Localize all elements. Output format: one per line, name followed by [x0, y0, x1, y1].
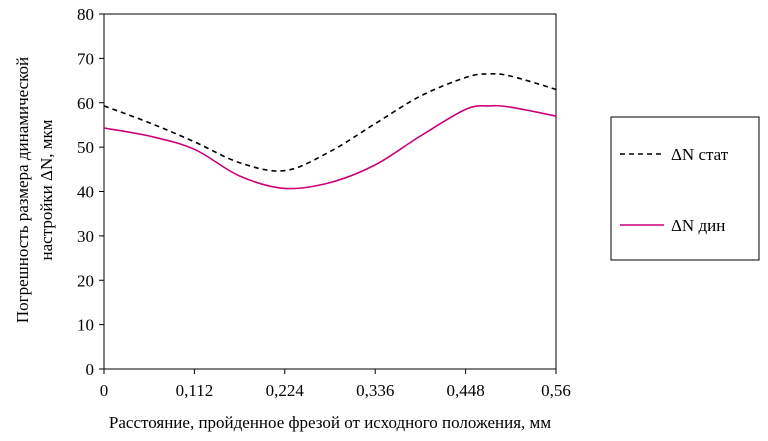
- y-axis-title-line-1: Погрешность размера динамической: [13, 57, 32, 323]
- y-axis-ticks: 0 10 20 30 40 50 60 70 80: [77, 5, 104, 379]
- series-layer: [103, 72, 557, 190]
- y-tick-label: 50: [77, 138, 94, 157]
- y-axis-title-line-2: настройки ΔN, мкм: [37, 119, 56, 260]
- legend-label-solid-series: ΔN дин: [671, 216, 725, 235]
- x-axis-title: Расстояние, пройденное фрезой от исходно…: [109, 413, 551, 432]
- x-tick-label: 0,448: [446, 381, 484, 400]
- legend-label-dashed-series: ΔN стат: [671, 145, 729, 164]
- x-axis-ticks: 0 0,112 0,224 0,336 0,448 0,56: [100, 369, 571, 400]
- series-line-dashed: [103, 72, 557, 172]
- series-line-solid: [103, 104, 557, 190]
- y-tick-label: 60: [77, 94, 94, 113]
- y-tick-label: 80: [77, 5, 94, 24]
- y-tick-label: 40: [77, 183, 94, 202]
- plot-area-frame: [103, 13, 557, 370]
- y-tick-label: 10: [77, 316, 94, 335]
- x-tick-label: 0,336: [356, 381, 394, 400]
- y-tick-label: 20: [77, 271, 94, 290]
- x-tick-label: 0,224: [266, 381, 305, 400]
- y-tick-label: 30: [77, 227, 94, 246]
- legend-box: [610, 116, 760, 261]
- x-tick-label: 0,112: [176, 381, 214, 400]
- x-tick-label: 0: [100, 381, 109, 400]
- x-tick-label: 0,56: [541, 381, 571, 400]
- y-tick-label: 0: [86, 360, 95, 379]
- y-tick-label: 70: [77, 49, 94, 68]
- legend: ΔN стат ΔN дин: [610, 116, 760, 261]
